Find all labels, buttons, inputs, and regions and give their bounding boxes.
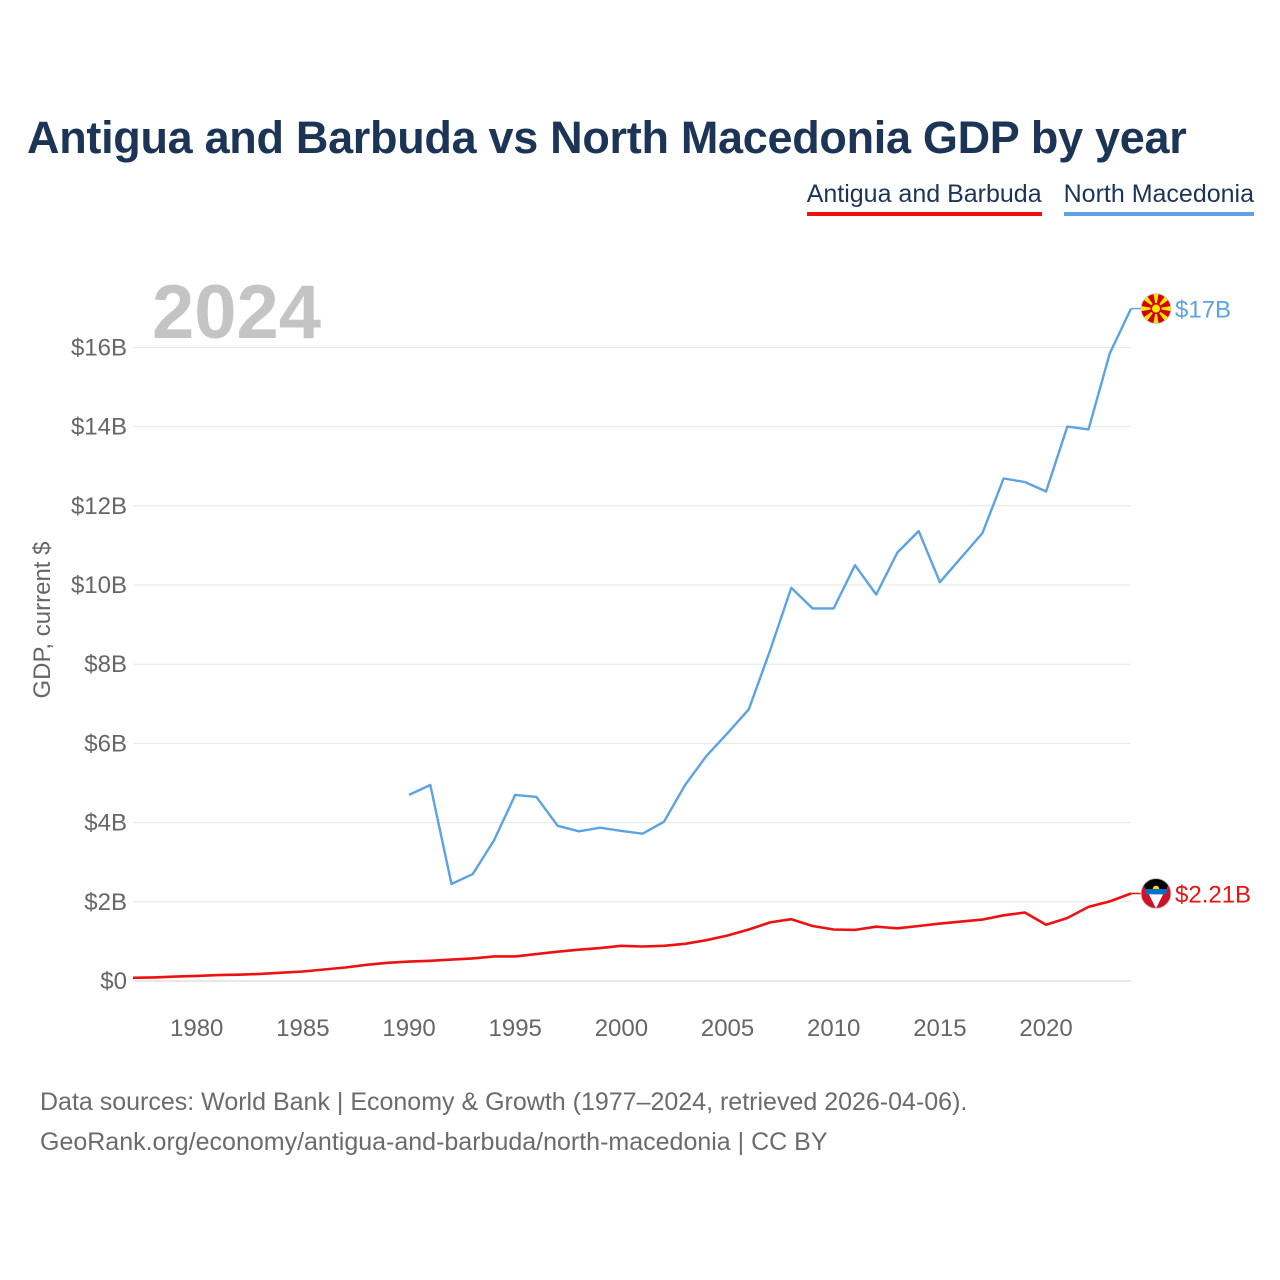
y-tick-label: $12B [71,493,127,520]
x-tick-label: 2010 [807,1015,860,1042]
y-tick-label: $6B [84,730,127,757]
x-tick-label: 1985 [276,1015,329,1042]
y-tick-label: $16B [71,334,127,361]
year-watermark: 2024 [152,270,321,355]
end-value-label-antigua: $2.21B [1175,881,1251,908]
data-sources-note: Data sources: World Bank | Economy & Gro… [40,1088,968,1116]
y-tick-label: $4B [84,810,127,837]
chart-title: Antigua and Barbuda vs North Macedonia G… [27,112,1187,163]
x-tick-label: 2000 [595,1015,648,1042]
series-line-antigua[interactable] [132,892,1132,980]
x-tick-label: 1980 [170,1015,223,1042]
end-value-label-macedonia: $17B [1175,297,1231,324]
legend-item-antigua-and-barbuda[interactable]: Antigua and Barbuda [806,180,1042,216]
series-line-macedonia[interactable] [408,308,1133,886]
y-axis-label: GDP, current $ [29,542,56,699]
antigua-and-barbuda-flag-icon [1140,877,1172,909]
x-tick-label: 2020 [1019,1015,1072,1042]
footer: Data sources: World Bank | Economy & Gro… [40,1082,967,1162]
north-macedonia-flag-icon [1140,293,1172,325]
y-tick-label: $8B [84,651,127,678]
y-tick-label: $0 [100,968,127,995]
legend-item-north-macedonia[interactable]: North Macedonia [1063,180,1254,216]
legend: Antigua and Barbuda North Macedonia [806,180,1254,216]
y-tick-label: $2B [84,889,127,916]
x-tick-label: 1990 [382,1015,435,1042]
x-tick-label: 1995 [489,1015,542,1042]
y-tick-label: $10B [71,572,127,599]
x-tick-label: 2015 [913,1015,966,1042]
y-tick-label: $14B [71,414,127,441]
source-url[interactable]: GeoRank.org/economy/antigua-and-barbuda/… [40,1128,828,1156]
x-tick-label: 2005 [701,1015,754,1042]
